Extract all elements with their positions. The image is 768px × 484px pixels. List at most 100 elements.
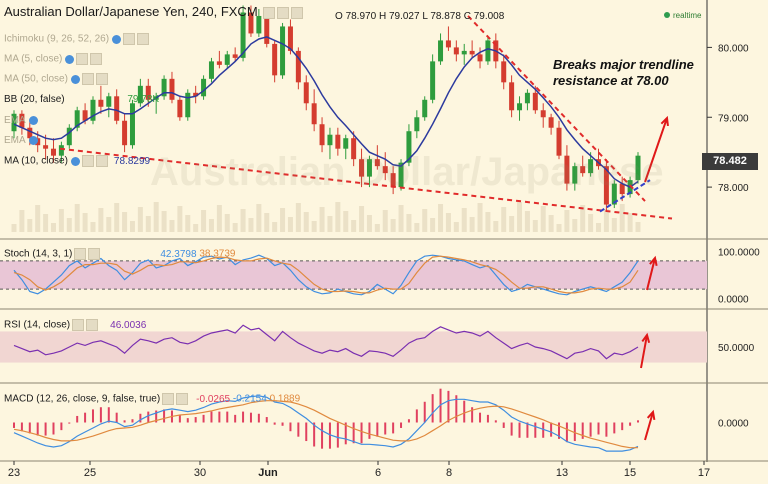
macd-histogram-bar [28, 422, 31, 434]
overlay-ema-2[interactable]: EMA [4, 135, 38, 146]
macd-histogram-bar [510, 422, 513, 436]
settings-icon[interactable] [76, 53, 89, 65]
overlay-ema-1-label: EMA [4, 115, 26, 126]
macd-histogram-bar [471, 407, 474, 423]
volume-bar [232, 223, 238, 232]
eye-icon[interactable] [70, 156, 80, 166]
settings-icon[interactable] [123, 33, 136, 45]
eye-icon[interactable] [112, 34, 122, 44]
eye-icon[interactable] [65, 54, 75, 64]
macd-histogram-bar [534, 422, 537, 438]
candle-down [564, 155, 570, 184]
close-icon[interactable] [90, 53, 103, 65]
candle-down [232, 54, 238, 58]
macd-histogram-bar [589, 422, 592, 437]
overlay-ma5[interactable]: MA (5, close) [4, 53, 103, 65]
visibility-icon[interactable] [263, 6, 276, 19]
close-icon[interactable] [95, 155, 108, 167]
chart-title: Australian Dollar/Japanese Yen, 240, FXC… [4, 4, 258, 19]
macd-histogram-bar [494, 420, 497, 423]
eye-icon[interactable] [28, 135, 38, 145]
overlay-ichimoku[interactable]: Ichimoku (9, 26, 52, 26) [4, 33, 150, 45]
macd-histogram-bar [486, 414, 489, 423]
settings-icon[interactable] [81, 155, 94, 167]
volume-bar [287, 217, 293, 232]
close-icon[interactable] [86, 319, 99, 331]
close-icon[interactable] [95, 73, 108, 85]
stoch-d-line [13, 255, 639, 294]
volume-bar [406, 214, 412, 232]
macd-histogram-bar [605, 422, 608, 437]
candle-down [548, 117, 554, 128]
volume-bar [422, 209, 428, 232]
ohlc-readout: O 78.970 H 79.027 L 78.878 C 79.008 [335, 11, 504, 22]
volume-bar [564, 210, 570, 232]
macd-histogram-bar [257, 413, 260, 423]
volume-bar [66, 218, 72, 232]
macd-histogram-bar [352, 422, 355, 444]
stoch-d-value: 38.3739 [199, 248, 236, 260]
candle-down [540, 110, 546, 118]
price-axis-tick-label: 80.000 [718, 43, 749, 54]
macd-histogram-bar [597, 422, 600, 435]
settings-icon[interactable] [74, 248, 87, 260]
macd-histogram-bar [91, 409, 94, 423]
open-label: O [335, 11, 343, 22]
candle-up [517, 103, 523, 111]
candle-up [611, 183, 617, 205]
volume-bar [414, 223, 420, 232]
volume-bar [153, 202, 159, 232]
trendline-annotation: Breaks major trendline resistance at 78.… [553, 57, 694, 89]
candle-down [619, 183, 625, 195]
volume-bar [438, 204, 444, 232]
macd-histogram-bar [431, 394, 434, 423]
symbol-watermark: Australian Dollar/Japanese [150, 150, 664, 194]
volume-bar [248, 218, 254, 232]
macd-histogram-bar [210, 411, 213, 423]
macd-histogram-bar [155, 410, 158, 423]
close-icon[interactable] [137, 33, 150, 45]
settings-icon[interactable] [277, 6, 290, 19]
candle-down [319, 124, 325, 146]
settings-icon[interactable] [72, 319, 85, 331]
candle-down [50, 148, 56, 156]
x-axis-tick-label: 15 [624, 467, 636, 479]
macd-histogram-bar [360, 422, 363, 444]
macd-legend[interactable]: MACD (12, 26, close, 9, false, true) -0.0… [4, 393, 300, 405]
macd-histogram-bar [147, 411, 150, 423]
volume-bar [43, 214, 49, 232]
close-icon[interactable] [176, 393, 189, 405]
volume-bar [572, 219, 578, 232]
overlay-ema-1[interactable]: EMA [4, 115, 38, 126]
rsi-band [0, 331, 707, 363]
volume-bar [469, 217, 475, 232]
volume-bar [548, 215, 554, 232]
overlay-bb[interactable]: BB (20, false) 79.78K [4, 94, 159, 105]
rsi-legend[interactable]: RSI (14, close) 46.0036 [4, 319, 146, 331]
close-icon[interactable] [88, 248, 101, 260]
volume-bar [596, 223, 602, 232]
close-label: C [463, 11, 471, 22]
eye-icon[interactable] [70, 74, 80, 84]
macd-histogram-bar [84, 412, 87, 423]
macd-histogram-bar [76, 415, 79, 423]
candle-up [201, 78, 207, 97]
candle-down [193, 92, 199, 97]
low-label: L [422, 11, 428, 22]
settings-icon[interactable] [81, 73, 94, 85]
volume-bar [161, 211, 167, 232]
overlay-ma50[interactable]: MA (50, close) [4, 73, 108, 85]
candle-up [343, 138, 349, 149]
eye-icon[interactable] [28, 115, 38, 125]
volume-bar [240, 209, 246, 232]
overlay-ma10[interactable]: MA (10, close) 78.8299 [4, 155, 150, 167]
settings-icon[interactable] [162, 393, 175, 405]
candle-up [129, 103, 135, 146]
support-trendline [59, 147, 673, 220]
close-icon[interactable] [291, 6, 304, 19]
macd-histogram-bar [637, 420, 639, 423]
volume-bar [343, 211, 349, 232]
x-axis-tick-label: Jun [258, 467, 278, 479]
macd-histogram-bar [123, 420, 126, 423]
stoch-legend[interactable]: Stoch (14, 3, 1) 42.3798 38.3739 [4, 248, 235, 260]
